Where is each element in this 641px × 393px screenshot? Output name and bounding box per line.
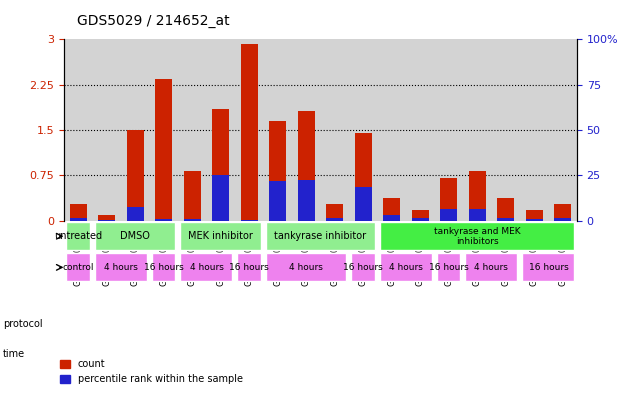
- Bar: [155, 219, 172, 220]
- FancyBboxPatch shape: [67, 222, 90, 250]
- Bar: [354, 133, 372, 220]
- Bar: [526, 210, 543, 220]
- FancyBboxPatch shape: [95, 253, 147, 281]
- Bar: [412, 210, 429, 220]
- Bar: [383, 215, 400, 220]
- Text: time: time: [3, 349, 26, 359]
- FancyBboxPatch shape: [180, 253, 233, 281]
- Bar: [70, 204, 87, 220]
- Text: 16 hours: 16 hours: [344, 263, 383, 272]
- Text: 16 hours: 16 hours: [144, 263, 184, 272]
- FancyBboxPatch shape: [152, 253, 176, 281]
- FancyBboxPatch shape: [379, 222, 574, 250]
- Bar: [127, 130, 144, 220]
- Bar: [412, 218, 429, 220]
- Text: GDS5029 / 214652_at: GDS5029 / 214652_at: [77, 13, 229, 28]
- Text: 4 hours: 4 hours: [104, 263, 138, 272]
- Text: 16 hours: 16 hours: [429, 263, 469, 272]
- Text: tankyrase inhibitor: tankyrase inhibitor: [274, 231, 367, 241]
- Bar: [497, 218, 514, 220]
- Bar: [269, 181, 287, 220]
- Text: MEK inhibitor: MEK inhibitor: [188, 231, 253, 241]
- Text: control: control: [63, 263, 94, 272]
- Bar: [326, 218, 344, 220]
- Bar: [184, 171, 201, 220]
- Bar: [212, 175, 229, 220]
- Bar: [155, 79, 172, 220]
- FancyBboxPatch shape: [379, 253, 432, 281]
- Bar: [440, 209, 457, 220]
- Bar: [269, 121, 287, 220]
- Bar: [526, 219, 543, 220]
- Bar: [212, 109, 229, 220]
- Bar: [70, 218, 87, 220]
- Bar: [127, 208, 144, 220]
- Text: untreated: untreated: [54, 231, 103, 241]
- Text: 16 hours: 16 hours: [229, 263, 269, 272]
- Bar: [497, 198, 514, 220]
- Text: 4 hours: 4 hours: [190, 263, 224, 272]
- Bar: [98, 215, 115, 220]
- Bar: [469, 171, 486, 220]
- FancyBboxPatch shape: [95, 222, 176, 250]
- Text: tankyrase and MEK
inhibitors: tankyrase and MEK inhibitors: [434, 226, 520, 246]
- Bar: [554, 204, 571, 220]
- Bar: [440, 178, 457, 220]
- Text: 4 hours: 4 hours: [389, 263, 423, 272]
- Bar: [297, 110, 315, 220]
- Bar: [469, 209, 486, 220]
- Text: 4 hours: 4 hours: [474, 263, 508, 272]
- Text: 4 hours: 4 hours: [289, 263, 323, 272]
- Bar: [383, 198, 400, 220]
- Text: 16 hours: 16 hours: [529, 263, 569, 272]
- FancyBboxPatch shape: [437, 253, 460, 281]
- Bar: [184, 219, 201, 220]
- FancyBboxPatch shape: [266, 222, 375, 250]
- Text: protocol: protocol: [3, 319, 43, 329]
- Text: DMSO: DMSO: [121, 231, 150, 241]
- FancyBboxPatch shape: [237, 253, 261, 281]
- Bar: [354, 187, 372, 220]
- Bar: [554, 218, 571, 220]
- Bar: [297, 180, 315, 220]
- FancyBboxPatch shape: [266, 253, 346, 281]
- FancyBboxPatch shape: [465, 253, 517, 281]
- FancyBboxPatch shape: [351, 253, 375, 281]
- FancyBboxPatch shape: [522, 253, 574, 281]
- Legend: count, percentile rank within the sample: count, percentile rank within the sample: [56, 356, 246, 388]
- Bar: [241, 44, 258, 220]
- Bar: [326, 204, 344, 220]
- FancyBboxPatch shape: [67, 253, 90, 281]
- FancyBboxPatch shape: [180, 222, 261, 250]
